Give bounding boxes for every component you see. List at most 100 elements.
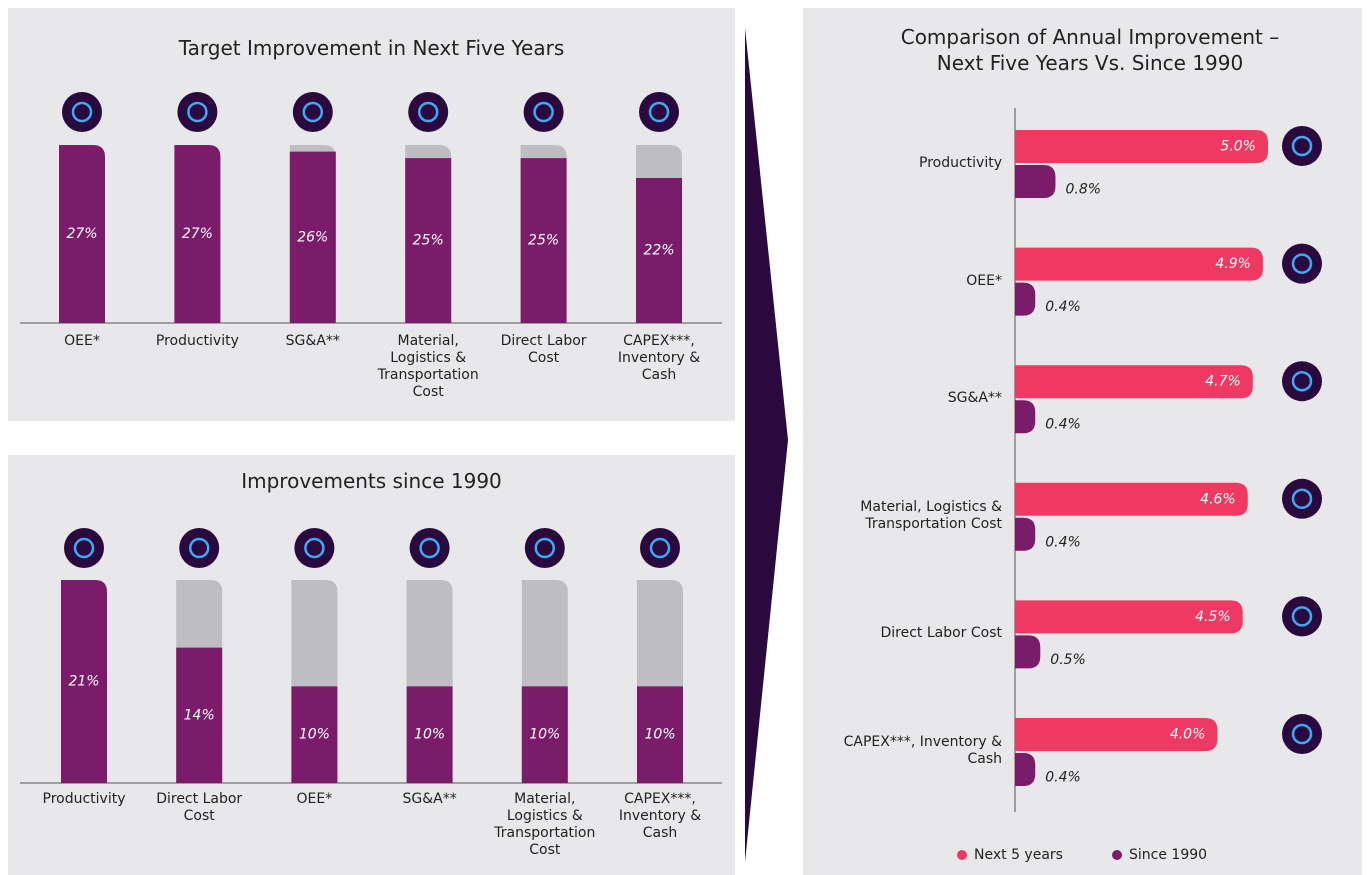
x-tick-label: Productivity xyxy=(42,791,126,807)
x-tick-label: OEE* xyxy=(64,333,100,349)
icon xyxy=(408,92,449,132)
x-tick-label: SG&A** xyxy=(402,791,457,807)
arrow xyxy=(745,28,788,862)
x-tick-label: Direct Labor Cost xyxy=(500,333,587,366)
icon-glyph xyxy=(71,101,93,123)
value-label: 21% xyxy=(68,674,99,690)
x-tick-label: Direct Labor Cost xyxy=(156,791,243,824)
bar xyxy=(1015,482,1248,516)
icon xyxy=(1282,596,1322,637)
x-tick-label: CAPEX***, Inventory & Cash xyxy=(617,333,701,383)
bar xyxy=(1015,130,1268,163)
value-label: 0.4% xyxy=(1045,534,1081,550)
legend-label: Next 5 years xyxy=(974,847,1063,863)
bar xyxy=(1015,600,1243,634)
panel xyxy=(8,455,735,875)
y-tick-label: Productivity xyxy=(919,155,1002,171)
bar xyxy=(176,647,223,783)
chart-title: Improvements since 1990 xyxy=(241,469,502,493)
bar xyxy=(61,580,107,783)
bar xyxy=(520,158,567,323)
bar xyxy=(1015,753,1036,786)
bar xyxy=(1015,635,1041,669)
value-label: 0.8% xyxy=(1065,182,1101,198)
icon-glyph xyxy=(1291,723,1313,745)
bar xyxy=(1015,718,1218,751)
value-label: 10% xyxy=(529,727,560,743)
icon xyxy=(292,92,333,132)
value-label: 10% xyxy=(414,727,445,743)
legend-marker xyxy=(957,850,967,860)
y-tick-label: Material, Logistics & Transportation Cos… xyxy=(860,498,1002,532)
value-label: 27% xyxy=(66,226,97,242)
bar xyxy=(1015,517,1036,551)
bar xyxy=(289,151,336,323)
icon xyxy=(524,528,565,568)
bar xyxy=(1015,247,1263,281)
icon-glyph xyxy=(1291,370,1313,392)
value-label: 0.4% xyxy=(1045,299,1081,315)
x-tick-label: Material, Logistics & Transportation Cos… xyxy=(377,333,479,400)
value-label: 4.6% xyxy=(1200,491,1236,507)
icon-glyph xyxy=(1291,135,1313,157)
icon-glyph xyxy=(1291,606,1313,627)
value-label: 4.7% xyxy=(1205,374,1241,390)
x-tick-label: Productivity xyxy=(155,333,239,349)
icon-glyph xyxy=(534,537,556,559)
x-tick-label: Material, Logistics & Transportation Cos… xyxy=(494,791,596,858)
bar xyxy=(405,158,452,323)
icon-glyph xyxy=(417,101,439,123)
value-label: 10% xyxy=(644,727,675,743)
x-tick-label: CAPEX***, Inventory & Cash xyxy=(618,791,702,841)
icon-glyph xyxy=(649,537,671,559)
value-label: 25% xyxy=(413,233,444,249)
y-tick-label: OEE* xyxy=(966,272,1002,289)
value-label: 4.9% xyxy=(1215,256,1251,272)
chart-title: Comparison of Annual Improvement – Next … xyxy=(900,25,1280,75)
panel xyxy=(8,8,735,421)
value-label: 0.5% xyxy=(1050,652,1086,668)
icon-glyph xyxy=(1291,488,1313,510)
value-label: 27% xyxy=(182,226,213,242)
icon xyxy=(639,92,679,132)
icon xyxy=(1282,243,1322,284)
x-tick-label: SG&A** xyxy=(285,333,340,349)
value-label: 22% xyxy=(643,242,674,258)
value-label: 5.0% xyxy=(1220,139,1256,155)
bar xyxy=(291,686,338,783)
x-tick-label: OEE* xyxy=(296,791,333,807)
icon-glyph xyxy=(1291,253,1313,274)
icon xyxy=(64,528,104,568)
bar xyxy=(521,686,568,783)
y-tick-label: Direct Labor Cost xyxy=(880,625,1002,642)
icon-glyph xyxy=(73,537,95,559)
bar xyxy=(636,177,682,323)
icon xyxy=(294,528,335,568)
icon-glyph xyxy=(304,537,325,559)
icon-glyph xyxy=(648,101,670,123)
value-label: 4.0% xyxy=(1170,727,1206,743)
bar xyxy=(1015,400,1036,434)
icon xyxy=(1282,478,1322,519)
legend-label: Since 1990 xyxy=(1129,847,1207,863)
icon xyxy=(177,92,218,132)
icon xyxy=(1282,126,1322,166)
icon xyxy=(1282,714,1322,754)
value-label: 0.4% xyxy=(1045,417,1081,433)
value-label: 10% xyxy=(299,727,330,743)
value-label: 26% xyxy=(297,229,328,245)
icon-glyph xyxy=(187,101,208,123)
value-label: 25% xyxy=(528,233,559,249)
icon xyxy=(62,92,102,132)
bar xyxy=(406,686,453,783)
legend-marker xyxy=(1112,850,1122,860)
icon xyxy=(409,528,450,568)
bar xyxy=(59,145,105,323)
bar xyxy=(1015,165,1056,198)
chart-title: Target Improvement in Next Five Years xyxy=(178,36,565,60)
y-tick-label: SG&A** xyxy=(947,390,1002,407)
bar xyxy=(1015,365,1253,399)
icon xyxy=(1282,361,1322,402)
bar xyxy=(637,686,683,783)
